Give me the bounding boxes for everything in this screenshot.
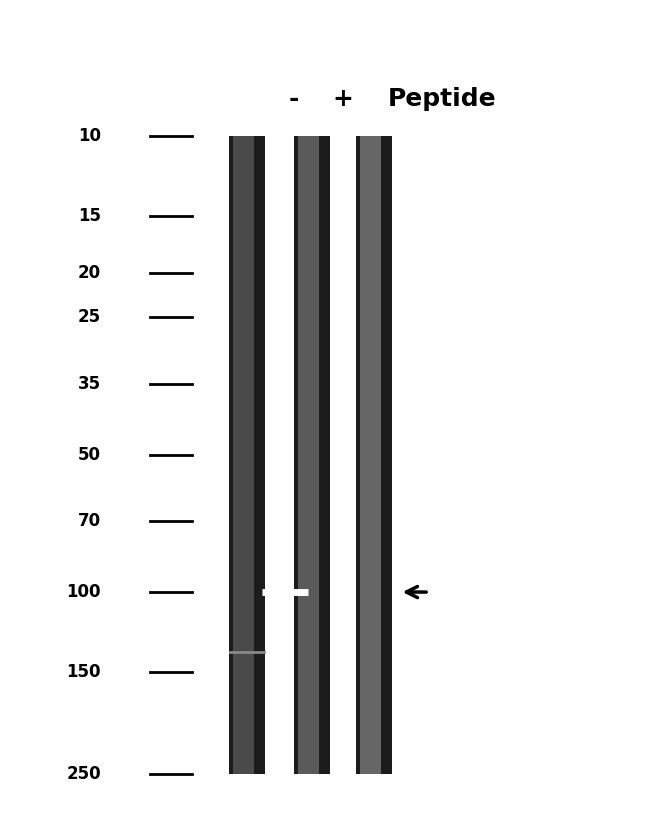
Text: Peptide: Peptide [387,86,497,111]
Text: 20: 20 [77,264,101,282]
Text: 15: 15 [78,207,101,226]
Text: -: - [289,86,299,111]
Text: 25: 25 [77,309,101,327]
Bar [229,136,265,774]
Bar [233,136,254,774]
Text: 10: 10 [78,127,101,145]
Bar [360,136,381,774]
Text: 70: 70 [77,513,101,530]
Bar [298,136,319,774]
Bar [294,136,330,774]
Text: 100: 100 [66,583,101,601]
Text: 35: 35 [77,375,101,393]
Text: 50: 50 [78,446,101,463]
Text: +: + [333,86,354,111]
Bar [356,136,391,774]
Text: 150: 150 [66,663,101,681]
Text: 250: 250 [66,765,101,783]
